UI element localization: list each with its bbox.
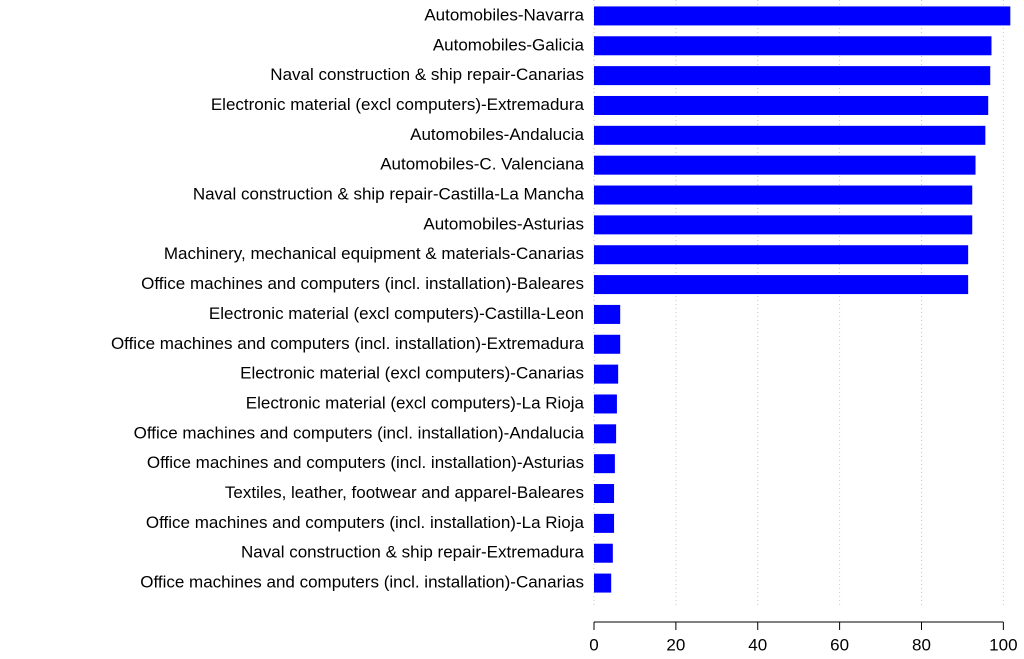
- y-tick-label: Office machines and computers (incl. ins…: [134, 423, 585, 442]
- bar: [594, 155, 976, 175]
- bar: [594, 215, 973, 235]
- bar: [594, 66, 991, 86]
- x-tick-label: 60: [830, 635, 849, 654]
- bar: [594, 6, 1011, 26]
- y-tick-label: Office machines and computers (incl. ins…: [111, 334, 585, 353]
- y-tick-label: Naval construction & ship repair-Extrema…: [241, 543, 585, 562]
- y-tick-label: Electronic material (excl computers)-Cas…: [209, 304, 584, 323]
- bar: [594, 125, 986, 145]
- y-tick-label: Office machines and computers (incl. ins…: [147, 453, 584, 472]
- bar: [594, 573, 612, 593]
- bar: [594, 36, 992, 56]
- y-tick-label: Naval construction & ship repair-Canaria…: [270, 65, 584, 84]
- x-tick-label: 20: [666, 635, 685, 654]
- bar: [594, 245, 969, 265]
- y-tick-label: Automobiles-C. Valenciana: [380, 155, 584, 174]
- x-tick-label: 40: [748, 635, 767, 654]
- bar: [594, 484, 615, 504]
- bar: [594, 334, 621, 354]
- bar: [594, 304, 621, 324]
- bar: [594, 513, 615, 533]
- y-tick-label: Automobiles-Navarra: [424, 5, 584, 24]
- y-tick-label: Textiles, leather, footwear and apparel-…: [225, 483, 584, 502]
- bar: [594, 275, 969, 295]
- x-tick-label: 0: [589, 635, 598, 654]
- x-tick-label: 100: [989, 635, 1017, 654]
- bar: [594, 454, 615, 474]
- y-tick-label: Electronic material (excl computers)-La …: [246, 393, 585, 412]
- y-tick-label: Naval construction & ship repair-Castill…: [193, 185, 585, 204]
- bar: [594, 424, 617, 444]
- y-tick-label: Office machines and computers (incl. ins…: [146, 513, 585, 532]
- y-tick-label: Electronic material (excl computers)-Ext…: [211, 95, 585, 114]
- y-tick-label: Machinery, mechanical equipment & materi…: [164, 244, 584, 263]
- y-tick-label: Office machines and computers (incl. ins…: [141, 274, 584, 293]
- bar: [594, 364, 619, 384]
- y-tick-label: Automobiles-Galicia: [433, 35, 585, 54]
- bar: [594, 185, 973, 205]
- y-tick-label: Electronic material (excl computers)-Can…: [240, 364, 584, 383]
- y-tick-label: Automobiles-Andalucia: [410, 125, 584, 144]
- bar: [594, 394, 617, 414]
- y-tick-label: Office machines and computers (incl. ins…: [140, 573, 584, 592]
- x-tick-label: 80: [912, 635, 931, 654]
- y-tick-label: Automobiles-Asturias: [423, 214, 584, 233]
- bar: [594, 95, 989, 115]
- bar: [594, 543, 613, 563]
